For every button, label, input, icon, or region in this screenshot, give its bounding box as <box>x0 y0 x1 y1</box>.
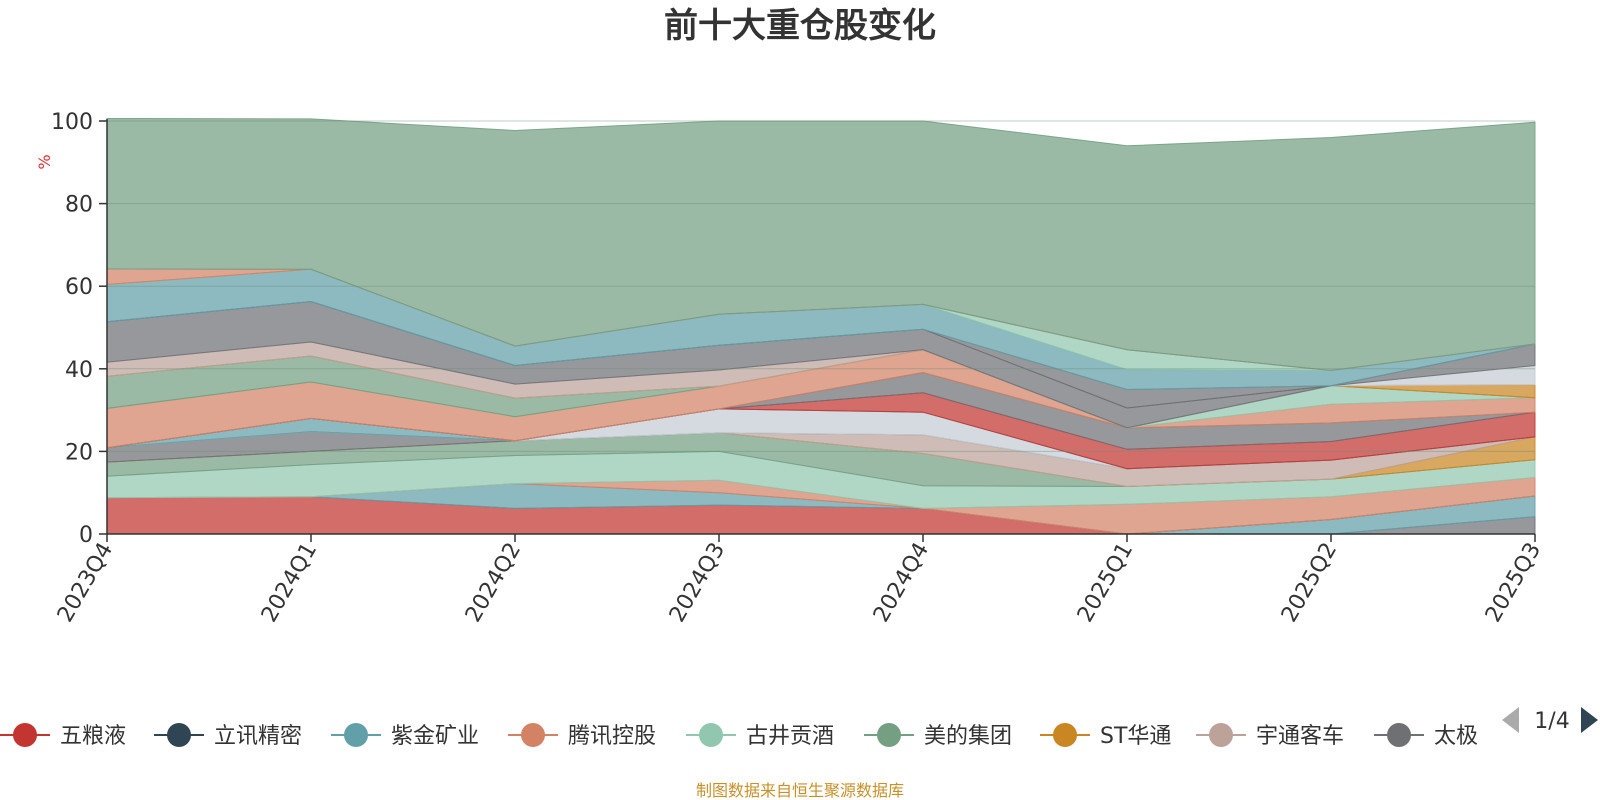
chart-title: 前十大重仓股变化 <box>664 6 936 46</box>
legend-item-7[interactable]: 宇通客车 <box>1196 723 1344 749</box>
legend-marker-4 <box>699 723 723 747</box>
legend-marker-7 <box>1209 723 1233 747</box>
area-band-25 <box>106 117 1536 372</box>
legend-page-indicator: 1/4 <box>1534 709 1569 734</box>
legend-label-8: 太极 <box>1434 724 1478 749</box>
legend-marker-6 <box>1053 723 1077 747</box>
legend-marker-8 <box>1387 723 1411 747</box>
legend-next-page-icon[interactable] <box>1581 707 1598 733</box>
x-tick-label-2025Q2: 2025Q2 <box>1277 539 1342 627</box>
legend-marker-0 <box>13 723 37 747</box>
y-tick-label-0: 0 <box>79 523 93 548</box>
legend-label-7: 宇通客车 <box>1256 724 1344 749</box>
legend-label-1: 立讯精密 <box>214 724 302 749</box>
legend-item-2[interactable]: 紫金矿业 <box>331 723 479 749</box>
legend-marker-5 <box>877 723 901 747</box>
legend-label-0: 五粮液 <box>60 724 126 749</box>
legend-item-1[interactable]: 立讯精密 <box>154 723 302 749</box>
legend-label-3: 腾讯控股 <box>568 724 656 749</box>
legend-prev-page-icon[interactable] <box>1502 707 1519 733</box>
legend-marker-3 <box>521 723 545 747</box>
legend-marker-1 <box>167 723 191 747</box>
legend-marker-2 <box>344 723 368 747</box>
legend[interactable]: 五粮液 立讯精密 紫金矿业 腾讯控股 古井贡酒 美的集团 ST华通 宇通客车 太极 <box>0 723 1478 749</box>
x-tick-label-2023Q4: 2023Q4 <box>53 539 118 627</box>
x-tick-label-2024Q1: 2024Q1 <box>257 539 322 627</box>
legend-label-6: ST华通 <box>1100 724 1171 749</box>
x-tick-label-2024Q3: 2024Q3 <box>665 539 730 627</box>
legend-label-4: 古井贡酒 <box>746 724 834 749</box>
y-tick-label-60: 60 <box>65 275 93 300</box>
legend-item-0[interactable]: 五粮液 <box>0 723 126 749</box>
legend-label-5: 美的集团 <box>924 724 1012 749</box>
plot-area <box>106 117 1536 535</box>
legend-item-3[interactable]: 腾讯控股 <box>508 723 656 749</box>
legend-item-6[interactable]: ST华通 <box>1040 723 1171 749</box>
legend-item-5[interactable]: 美的集团 <box>864 723 1012 749</box>
y-axis-unit: % <box>35 154 54 169</box>
x-tick-label-2024Q4: 2024Q4 <box>869 539 934 627</box>
legend-item-4[interactable]: 古井贡酒 <box>686 723 834 749</box>
legend-pager: 1/4 <box>1502 707 1598 734</box>
x-tick-label-2025Q3: 2025Q3 <box>1481 539 1546 627</box>
y-tick-label-100: 100 <box>51 110 93 135</box>
x-axis-ticks: 2023Q4 2024Q1 2024Q2 2024Q3 2024Q4 2025Q1 2025… <box>53 534 1546 627</box>
y-axis-ticks: 0 20 40 60 80 100 <box>51 110 107 548</box>
y-tick-label-40: 40 <box>65 358 93 383</box>
axes <box>106 119 1535 535</box>
legend-label-2: 紫金矿业 <box>391 724 479 749</box>
y-tick-label-20: 20 <box>65 440 93 465</box>
grid-lines <box>107 120 1535 452</box>
legend-item-8[interactable]: 太极 <box>1374 723 1478 749</box>
x-tick-label-2025Q1: 2025Q1 <box>1073 539 1138 627</box>
y-tick-label-80: 80 <box>65 193 93 218</box>
source-note: 制图数据来自恒生聚源数据库 <box>696 781 904 800</box>
x-tick-label-2024Q2: 2024Q2 <box>461 539 526 627</box>
